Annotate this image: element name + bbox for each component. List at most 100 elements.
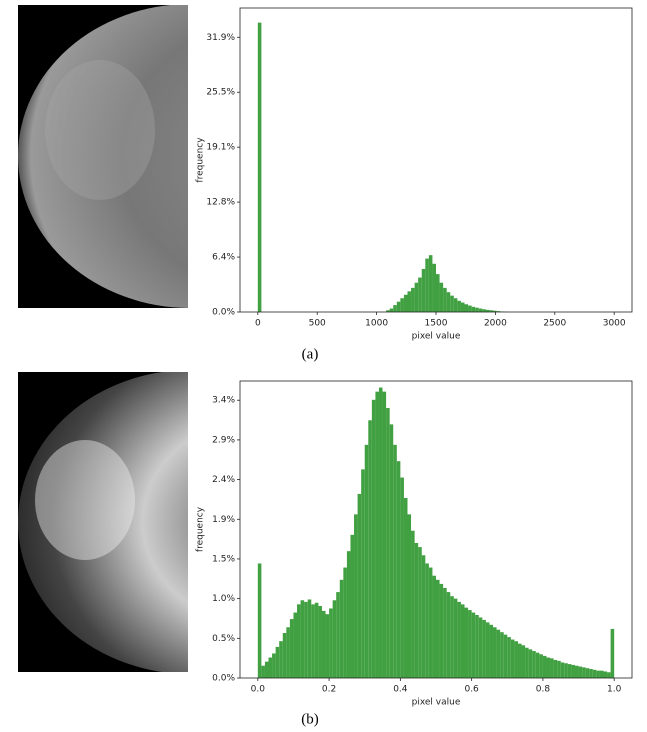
- x-tick-label: 0.2: [322, 685, 336, 695]
- histogram-bar: [500, 632, 504, 678]
- histogram-bar: [397, 461, 401, 678]
- histogram-bar: [479, 309, 483, 312]
- histogram-bar: [301, 600, 305, 678]
- histogram-bar: [283, 633, 287, 678]
- histogram-bar: [461, 604, 465, 678]
- histogram-bar: [286, 627, 290, 678]
- histogram-bar: [443, 288, 447, 312]
- histogram-bar: [582, 667, 586, 678]
- histogram-bar: [546, 658, 550, 678]
- histogram-bar: [386, 408, 390, 678]
- histogram-bar: [475, 615, 479, 678]
- x-axis-label: pixel value: [412, 332, 461, 342]
- histogram-bar: [404, 498, 408, 678]
- y-tick-label: 1.0%: [212, 594, 235, 604]
- histogram-bar: [258, 23, 262, 312]
- histogram-bar: [432, 264, 436, 312]
- histogram-bar: [447, 592, 451, 678]
- histogram-bar: [507, 637, 511, 678]
- histogram-bar: [536, 653, 540, 678]
- histogram-bar: [350, 535, 354, 678]
- histogram-bar: [343, 568, 347, 678]
- y-tick-label: 0.5%: [212, 634, 235, 644]
- histogram-bar: [522, 645, 526, 678]
- histogram-bar: [465, 304, 469, 312]
- mammogram-a: [18, 4, 362, 308]
- histogram-bar: [571, 665, 575, 678]
- histogram-bar: [375, 392, 379, 678]
- histogram-bar: [457, 602, 461, 678]
- histogram-bar: [564, 663, 568, 678]
- histogram-bar: [461, 303, 465, 312]
- y-tick-label: 2.9%: [212, 435, 235, 445]
- histogram-bar: [511, 640, 515, 678]
- histogram-bar: [347, 551, 351, 678]
- histogram-bar: [454, 298, 458, 312]
- x-tick-label: 0.0: [251, 685, 266, 695]
- histogram-bar: [468, 610, 472, 678]
- x-tick-label: 0.8: [536, 685, 551, 695]
- histogram-bar: [390, 309, 394, 312]
- histogram-bar: [393, 445, 397, 678]
- histogram-bar: [418, 547, 422, 678]
- figure: (a) (b) 0.0%6.4%12.8%19.1%25.5%31.9%0500…: [0, 0, 647, 732]
- histogram-bar: [429, 255, 433, 312]
- histogram-bar: [482, 620, 486, 678]
- histogram-bar: [422, 269, 426, 312]
- histogram-bar: [579, 667, 583, 678]
- histogram-bar: [443, 588, 447, 678]
- x-tick-label: 3000: [603, 319, 626, 329]
- histogram-bar: [304, 602, 308, 678]
- histogram-bar: [557, 661, 561, 678]
- histogram-bar: [440, 584, 444, 678]
- histogram-bar: [333, 600, 337, 678]
- y-tick-label: 0.0%: [212, 674, 235, 684]
- y-tick-label: 6.4%: [212, 253, 235, 263]
- histogram-bar: [411, 288, 415, 312]
- histogram-bar: [258, 563, 262, 678]
- histogram-bar: [397, 302, 401, 312]
- histogram-bar: [368, 420, 372, 678]
- histogram-bar: [422, 555, 426, 678]
- histogram-bar: [589, 669, 593, 678]
- histogram-bar: [450, 596, 454, 678]
- histogram-bar: [326, 614, 330, 678]
- histogram-bar: [450, 296, 454, 312]
- y-tick-label: 3.4%: [212, 396, 235, 406]
- page: {"captions": ["(a)", "(b)"], "chart_data…: [0, 0, 647, 732]
- histogram-bar: [600, 671, 604, 678]
- x-tick-label: 0.4: [393, 685, 408, 695]
- histogram-bar: [318, 606, 322, 678]
- histogram-bar: [415, 543, 419, 678]
- histogram-bar: [365, 445, 369, 678]
- x-tick-label: 1.0: [607, 685, 622, 695]
- histogram-bar: [383, 392, 387, 678]
- histogram-bar: [497, 630, 501, 678]
- histogram-bar: [400, 298, 404, 312]
- histogram-bar: [468, 306, 472, 312]
- histogram-bar: [315, 603, 319, 678]
- histogram-bar: [404, 295, 408, 312]
- x-tick-label: 2500: [543, 319, 566, 329]
- histogram-bar: [436, 274, 440, 312]
- x-tick-label: 1000: [365, 319, 388, 329]
- histogram-bar: [472, 307, 476, 312]
- histogram-bar: [561, 662, 565, 678]
- histogram-bar: [297, 604, 301, 678]
- histogram-bar: [486, 622, 490, 678]
- histogram-bar: [429, 568, 433, 678]
- histogram-bar: [607, 672, 611, 678]
- histogram-bar: [308, 599, 312, 678]
- histogram-bar: [336, 592, 340, 678]
- histogram-bar: [475, 308, 479, 312]
- histogram-bar: [261, 666, 265, 678]
- histogram-bar: [529, 649, 533, 678]
- histogram-bar: [358, 494, 362, 678]
- histogram-bar: [479, 617, 483, 678]
- histogram-bar: [354, 514, 358, 678]
- y-tick-label: 19.1%: [206, 143, 235, 153]
- histogram-bar: [539, 654, 543, 678]
- histogram-bar: [415, 283, 419, 312]
- histogram-bar: [454, 599, 458, 678]
- caption: (a): [302, 346, 319, 362]
